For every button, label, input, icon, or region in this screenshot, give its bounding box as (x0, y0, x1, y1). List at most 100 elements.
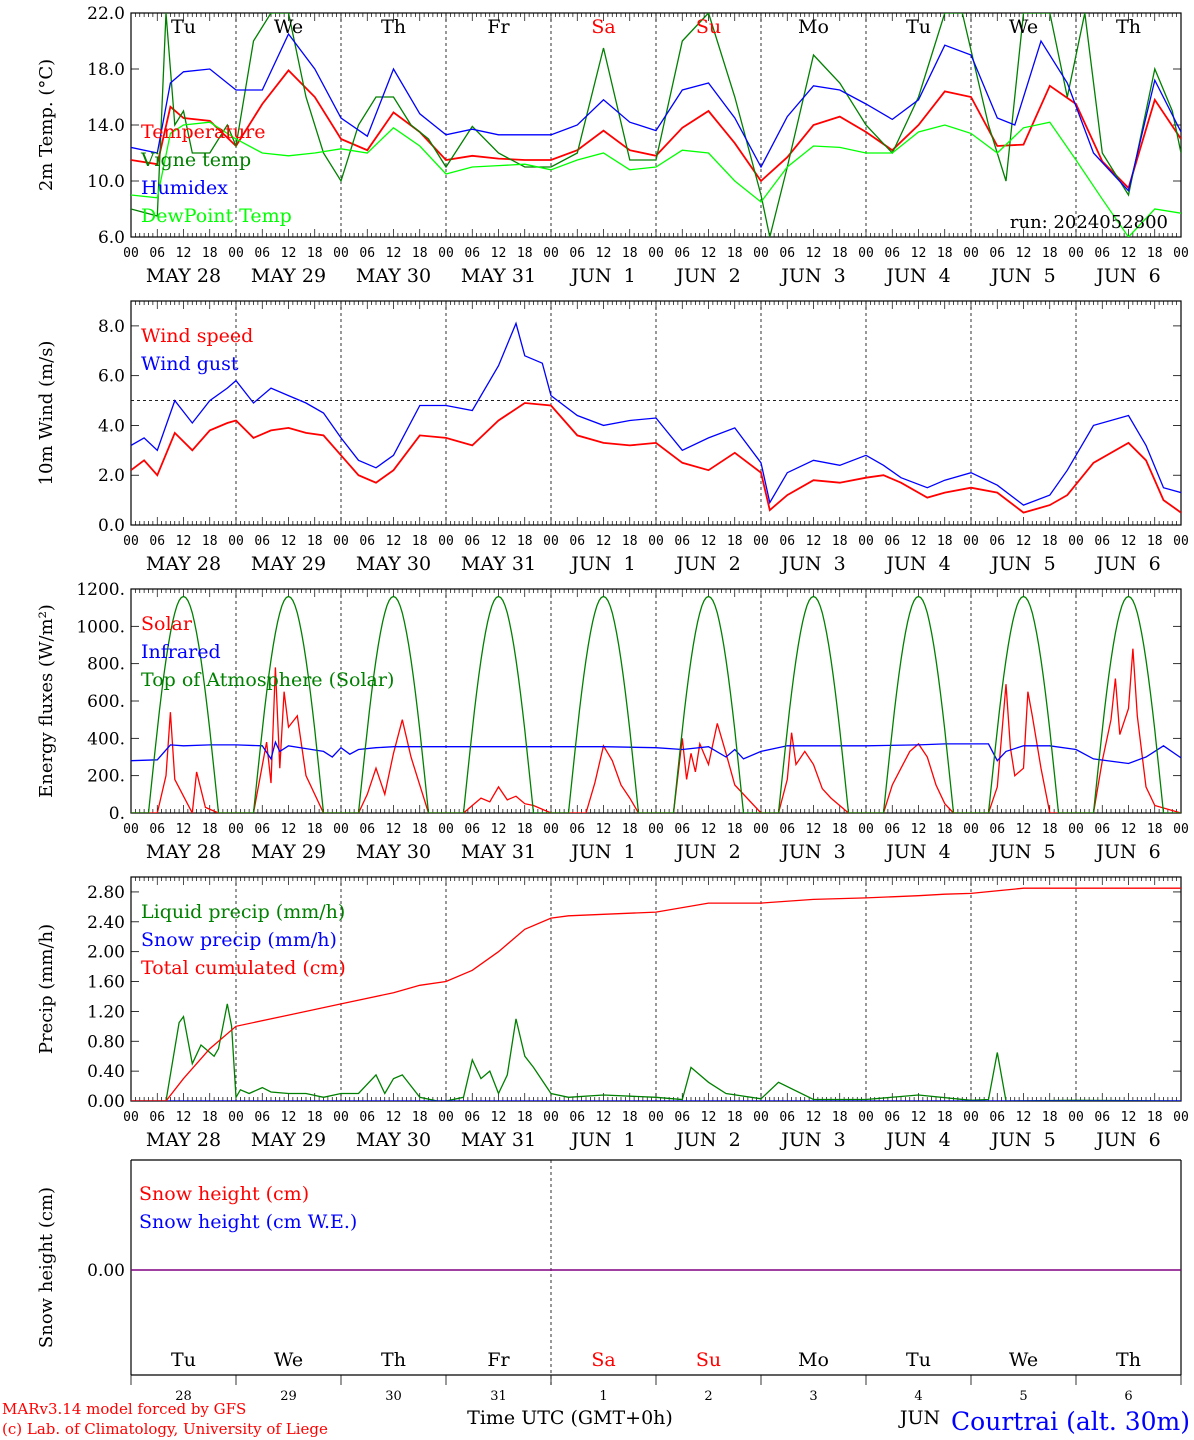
hour-tick-label: 18 (1042, 534, 1058, 549)
date-label: JUN 6 (1094, 265, 1160, 287)
plot-frame (130, 588, 1182, 814)
date-label: JUN 1 (569, 1129, 635, 1151)
hour-tick-label: 12 (281, 534, 297, 549)
day-number-label: 28 (175, 1389, 192, 1404)
hour-tick-label: 18 (517, 1110, 533, 1125)
hour-tick-label: 00 (543, 246, 559, 261)
series-group (131, 13, 1181, 237)
hour-tick-label: 18 (412, 822, 428, 837)
hour-tick-label: 12 (911, 1110, 927, 1125)
y-tick-label: 2.00 (87, 943, 125, 963)
hour-tick-label: 12 (806, 1110, 822, 1125)
hour-tick-label: 18 (1042, 1110, 1058, 1125)
hour-tick-label: 00 (963, 822, 979, 837)
date-label: JUN 5 (989, 1129, 1055, 1151)
hour-tick-label: 06 (569, 822, 585, 837)
legend-entry: Total cumulated (cm) (141, 957, 346, 979)
date-label: JUN 2 (674, 265, 740, 287)
y-tick-label: 14.0 (87, 116, 125, 136)
hour-tick-label: 18 (622, 1110, 638, 1125)
date-label: MAY 28 (146, 841, 221, 863)
day-number-label: 30 (385, 1389, 402, 1404)
hour-tick-label: 18 (202, 822, 218, 837)
day-label: Su (696, 16, 721, 38)
hour-tick-label: 18 (307, 534, 323, 549)
day-number-label: 3 (809, 1389, 817, 1404)
hour-tick-label: 18 (1147, 822, 1163, 837)
hour-tick-label: 12 (701, 534, 717, 549)
hour-tick-label: 06 (989, 534, 1005, 549)
hour-tick-label: 06 (464, 1110, 480, 1125)
y-axis-label: 10m Wind (m/s) (36, 341, 57, 486)
legend-entry: Solar (141, 613, 193, 635)
hour-tick-label: 18 (832, 246, 848, 261)
y-tick-label: 1000. (76, 617, 125, 637)
hour-tick-label: 00 (333, 1110, 349, 1125)
hour-tick-label: 00 (228, 534, 244, 549)
hour-tick-label: 06 (884, 1110, 900, 1125)
date-label: JUN 6 (1094, 841, 1160, 863)
day-number-label: 6 (1124, 1389, 1132, 1404)
date-label: MAY 31 (461, 1129, 536, 1151)
hour-tick-label: 06 (674, 246, 690, 261)
hour-tick-label: 00 (438, 822, 454, 837)
hour-tick-label: 06 (779, 246, 795, 261)
y-tick-label: 0.00 (87, 1092, 125, 1112)
hour-tick-label: 00 (333, 534, 349, 549)
day-label: Fr (487, 1349, 510, 1371)
hour-tick-label: 00 (1068, 822, 1084, 837)
hour-tick-label: 00 (333, 822, 349, 837)
day-label: Tu (171, 16, 196, 38)
plot-frame (130, 12, 1182, 238)
series-group (131, 887, 1181, 1101)
date-label: MAY 28 (146, 1129, 221, 1151)
y-tick-label: 0. (109, 804, 125, 824)
hour-tick-label: 00 (648, 822, 664, 837)
date-label: MAY 29 (251, 553, 326, 575)
hour-tick-label: 00 (228, 1110, 244, 1125)
hour-tick-label: 06 (149, 822, 165, 837)
panel-2: 0.0 2.0 4.0 6.0 8.0 10m Wind (m/s) Wind speed W… (36, 300, 1189, 575)
hour-tick-label: 12 (1016, 246, 1032, 261)
date-label: JUN 2 (674, 1129, 740, 1151)
hour-tick-label: 18 (412, 534, 428, 549)
hour-tick-label: 12 (911, 534, 927, 549)
date-label: JUN 2 (674, 553, 740, 575)
date-label: JUN 1 (569, 553, 635, 575)
hour-tick-label: 06 (674, 822, 690, 837)
date-label: JUN 1 (569, 841, 635, 863)
hour-tick-label: 12 (1016, 534, 1032, 549)
day-label: Fr (487, 16, 510, 38)
date-label: JUN 5 (989, 841, 1055, 863)
y-tick-label: 2.0 (98, 466, 125, 486)
y-tick-label: 10.0 (87, 172, 125, 192)
hour-tick-label: 00 (753, 822, 769, 837)
hour-tick-label: 00 (858, 534, 874, 549)
hour-tick-label: 06 (569, 1110, 585, 1125)
hour-tick-label: 06 (779, 822, 795, 837)
series-line-vigne-temp (131, 13, 1181, 237)
hour-tick-label: 00 (438, 1110, 454, 1125)
y-tick-label: 600. (87, 692, 125, 712)
hour-tick-label: 12 (176, 1110, 192, 1125)
hour-tick-label: 00 (1173, 1110, 1189, 1125)
day-number-label: 1 (599, 1389, 607, 1404)
hour-tick-label: 06 (359, 534, 375, 549)
hour-tick-label: 06 (884, 246, 900, 261)
hour-tick-label: 00 (1173, 534, 1189, 549)
hour-tick-label: 00 (1173, 822, 1189, 837)
day-label: Th (1116, 16, 1141, 38)
hour-tick-label: 12 (176, 822, 192, 837)
hour-tick-label: 06 (254, 822, 270, 837)
y-tick-label: 0.00 (87, 1261, 125, 1281)
hour-tick-label: 12 (386, 534, 402, 549)
hour-tick-label: 06 (1094, 534, 1110, 549)
hour-tick-label: 06 (884, 534, 900, 549)
y-tick-label: 8.0 (98, 317, 125, 337)
hour-tick-label: 06 (149, 1110, 165, 1125)
date-label: JUN 4 (884, 265, 950, 287)
legend-entry: Snow height (cm W.E.) (139, 1211, 357, 1233)
hour-tick-label: 00 (648, 246, 664, 261)
hour-tick-label: 06 (989, 822, 1005, 837)
hour-tick-label: 00 (228, 246, 244, 261)
